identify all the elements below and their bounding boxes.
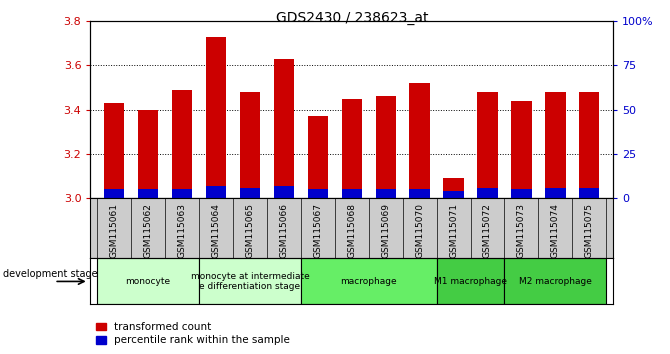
Text: GSM115072: GSM115072 — [483, 203, 492, 258]
FancyBboxPatch shape — [301, 258, 437, 304]
Text: GSM115063: GSM115063 — [178, 203, 186, 258]
FancyBboxPatch shape — [437, 258, 505, 304]
Bar — [409, 189, 429, 198]
Bar — [240, 92, 260, 198]
Text: development stage: development stage — [3, 269, 98, 279]
Bar — [342, 99, 362, 198]
Text: GSM115061: GSM115061 — [110, 203, 119, 258]
Bar — [375, 189, 396, 198]
Bar — [579, 188, 600, 198]
Bar — [172, 90, 192, 198]
Text: M2 macrophage: M2 macrophage — [519, 277, 592, 286]
Bar — [172, 189, 192, 198]
Bar — [477, 92, 498, 198]
FancyBboxPatch shape — [199, 258, 301, 304]
Bar — [511, 189, 531, 198]
Text: GSM115067: GSM115067 — [314, 203, 322, 258]
Bar — [104, 103, 125, 198]
Bar — [511, 101, 531, 198]
Bar — [545, 92, 565, 198]
Text: GSM115069: GSM115069 — [381, 203, 390, 258]
Text: GSM115068: GSM115068 — [347, 203, 356, 258]
Bar — [274, 59, 294, 198]
Text: GSM115075: GSM115075 — [585, 203, 594, 258]
Bar — [477, 188, 498, 198]
Text: GSM115066: GSM115066 — [279, 203, 288, 258]
Bar — [308, 116, 328, 198]
Bar — [206, 186, 226, 198]
Bar — [545, 188, 565, 198]
Bar — [240, 188, 260, 198]
Bar — [444, 178, 464, 198]
Text: GSM115071: GSM115071 — [449, 203, 458, 258]
Bar — [308, 189, 328, 198]
Text: GSM115065: GSM115065 — [245, 203, 255, 258]
Text: monocyte: monocyte — [125, 277, 171, 286]
Text: GDS2430 / 238623_at: GDS2430 / 238623_at — [275, 11, 428, 25]
Bar — [375, 97, 396, 198]
Text: macrophage: macrophage — [340, 277, 397, 286]
Bar — [104, 189, 125, 198]
Text: GSM115074: GSM115074 — [551, 203, 560, 258]
Bar — [138, 189, 158, 198]
Bar — [138, 110, 158, 198]
Bar — [274, 186, 294, 198]
FancyBboxPatch shape — [505, 258, 606, 304]
Text: M1 macrophage: M1 macrophage — [434, 277, 507, 286]
Text: GSM115064: GSM115064 — [212, 203, 220, 258]
Text: GSM115062: GSM115062 — [143, 203, 153, 258]
Legend: transformed count, percentile rank within the sample: transformed count, percentile rank withi… — [96, 322, 290, 345]
Text: GSM115073: GSM115073 — [517, 203, 526, 258]
Bar — [342, 189, 362, 198]
Text: monocyte at intermediate
e differentiation stage: monocyte at intermediate e differentiati… — [190, 272, 310, 291]
Text: GSM115070: GSM115070 — [415, 203, 424, 258]
Bar — [579, 92, 600, 198]
Bar — [444, 191, 464, 198]
Bar — [206, 37, 226, 198]
FancyBboxPatch shape — [97, 258, 199, 304]
Bar — [409, 83, 429, 198]
